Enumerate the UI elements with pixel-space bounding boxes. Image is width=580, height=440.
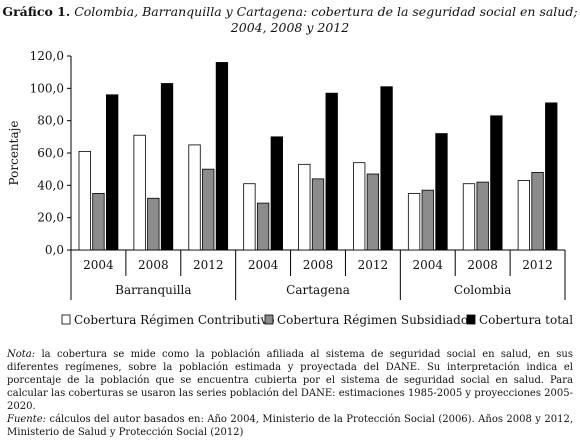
legend-label: Cobertura total (479, 313, 573, 327)
title-line-2: 2004, 2008 y 2012 (230, 20, 350, 35)
x-tick-label: 2004 (413, 258, 444, 272)
x-tick-label: 2004 (83, 258, 114, 272)
source-label: Fuente: (7, 414, 47, 425)
bar (92, 193, 105, 251)
legend-swatch (264, 314, 274, 325)
legend-label: Cobertura Régimen Subsidiado (277, 313, 468, 327)
bar (490, 115, 503, 251)
x-tick-label: 2008 (303, 258, 334, 272)
bar (215, 62, 229, 251)
y-tick-label: 80,0 (37, 114, 64, 128)
bar (311, 178, 325, 251)
x-tick-label: 2008 (467, 258, 498, 272)
bar (407, 193, 421, 251)
group-label: Colombia (454, 283, 512, 297)
y-tick-label: 60,0 (37, 146, 64, 160)
bar (366, 173, 380, 251)
bar (435, 133, 448, 251)
bar (133, 134, 146, 251)
legend-label: Cobertura Régimen Contributivo (74, 313, 274, 327)
x-tick-label: 2012 (522, 258, 553, 272)
bar (298, 163, 311, 251)
x-tick-label: 2012 (358, 258, 389, 272)
y-tick-label: 100,0 (30, 81, 64, 95)
y-tick-label: 0,0 (45, 243, 64, 257)
chart-title: Gráfico 1. Colombia, Barranquilla y Cart… (0, 4, 580, 36)
bar (188, 144, 201, 251)
bar-chart: 0,0 20,0 40,0 60,0 80,0 100,0 120,0 Porcentaje 2… (7, 49, 573, 327)
bar (202, 168, 215, 251)
chart-notes: Nota: la cobertura se mide como la pobla… (7, 348, 573, 439)
group-label: Barranquilla (115, 283, 191, 297)
y-tick-label: 40,0 (37, 178, 64, 192)
bar (256, 202, 270, 251)
note-label: Nota: (7, 349, 36, 360)
figure-number: Gráfico 1. (2, 4, 71, 19)
x-tick-label: 2008 (138, 258, 169, 272)
group-label: Cartagena (286, 283, 350, 297)
bar (353, 162, 366, 251)
bar (270, 136, 283, 251)
bar (325, 92, 338, 251)
y-tick-label: 20,0 (37, 211, 64, 225)
legend-swatch (61, 314, 71, 325)
bar (78, 150, 91, 251)
y-axis-label: Porcentaje (7, 121, 21, 186)
y-tick-label: 120,0 (30, 49, 64, 63)
bar (531, 171, 544, 251)
title-line-1: Colombia, Barranquilla y Cartagena: cobe… (74, 4, 578, 19)
bar (160, 83, 174, 251)
bar (476, 181, 489, 251)
bar (421, 189, 434, 251)
bar (147, 197, 160, 251)
bar (517, 180, 531, 251)
x-tick-label: 2012 (193, 258, 224, 272)
legend-swatch (466, 314, 476, 325)
note-text: la cobertura se mide como la población a… (7, 349, 573, 412)
source-paragraph: Fuente: cálculos del autor basados en: A… (7, 413, 573, 439)
note-paragraph: Nota: la cobertura se mide como la pobla… (7, 348, 573, 413)
bar (380, 86, 393, 251)
bar (545, 102, 558, 251)
bar (243, 183, 256, 251)
bar (105, 94, 119, 251)
bar (462, 183, 476, 251)
source-text: cálculos del autor basados en: Año 2004,… (7, 414, 573, 438)
x-tick-label: 2004 (248, 258, 279, 272)
